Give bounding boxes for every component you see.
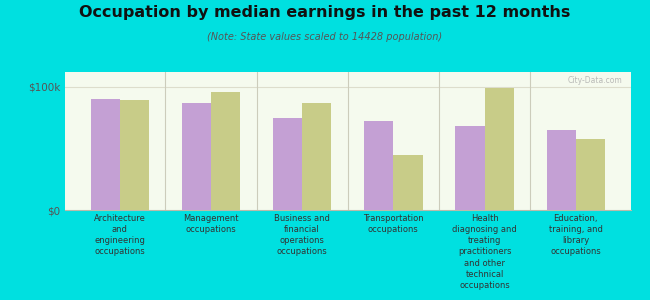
Text: (Note: State values scaled to 14428 population): (Note: State values scaled to 14428 popu… bbox=[207, 32, 443, 41]
Bar bbox=[484, 88, 514, 210]
Bar bbox=[182, 103, 211, 210]
Bar bbox=[90, 99, 120, 210]
Bar bbox=[456, 126, 484, 210]
Text: City-Data.com: City-Data.com bbox=[567, 76, 622, 85]
Bar bbox=[393, 154, 422, 210]
Bar bbox=[576, 139, 605, 210]
Bar bbox=[364, 121, 393, 210]
Bar bbox=[273, 118, 302, 210]
Bar bbox=[211, 92, 240, 210]
Bar bbox=[120, 100, 149, 210]
Bar bbox=[302, 103, 332, 210]
Text: Occupation by median earnings in the past 12 months: Occupation by median earnings in the pas… bbox=[79, 4, 571, 20]
Bar bbox=[547, 130, 576, 210]
